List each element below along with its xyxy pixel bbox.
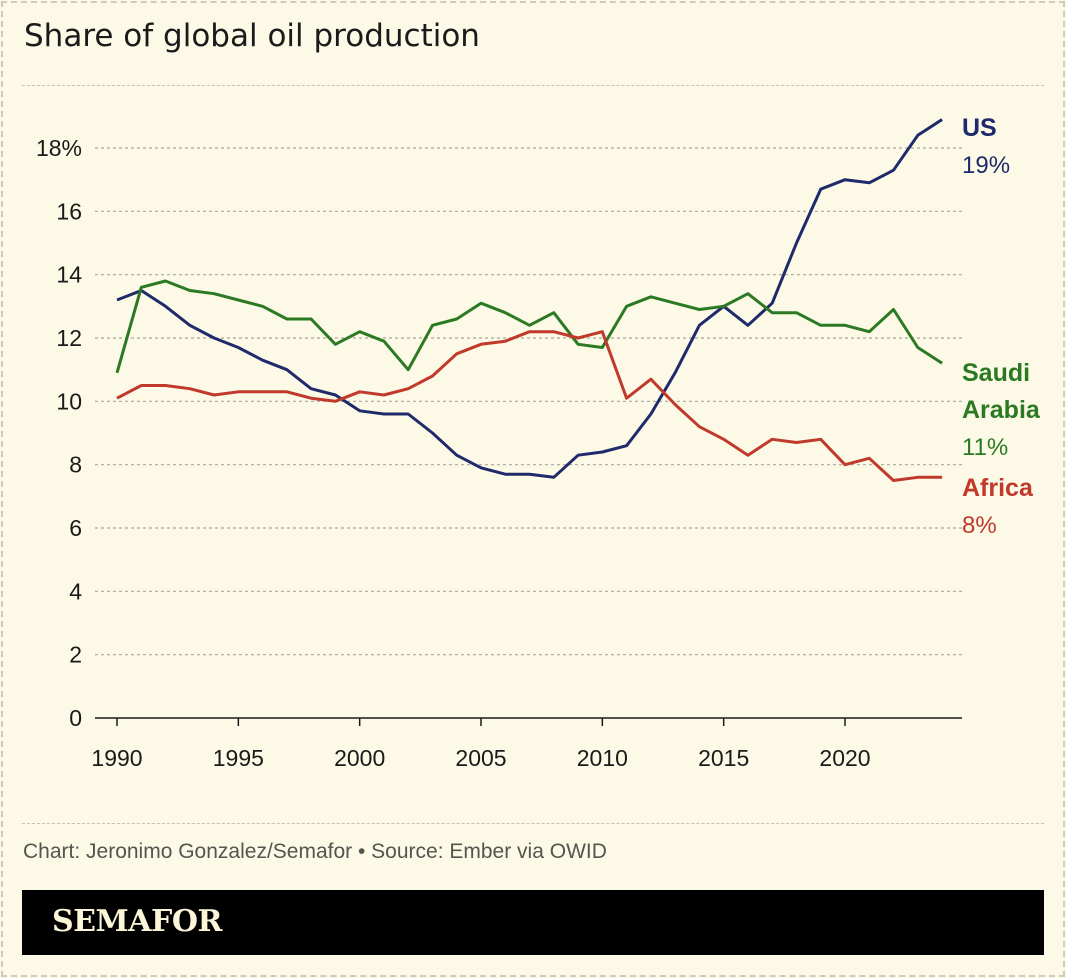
title-divider [22, 85, 1044, 86]
series-label-saudi-arabia: Saudi [962, 359, 1030, 387]
y-tick-label: 2 [69, 642, 82, 668]
y-tick-label: 18% [36, 135, 82, 161]
end-value-africa: 8% [962, 512, 997, 539]
x-tick-label: 2010 [577, 745, 628, 771]
end-value-saudi-arabia: 11% [962, 434, 1008, 461]
series-line-africa [116, 330, 943, 482]
y-tick-label: 6 [69, 515, 82, 541]
y-tick-label: 4 [69, 578, 82, 604]
chart-title: Share of global oil production [24, 18, 480, 54]
y-tick-label: 10 [56, 388, 82, 414]
y-tick-label: 8 [69, 452, 82, 478]
y-tick-label: 16 [56, 198, 82, 224]
x-tick-label: 1990 [91, 745, 142, 771]
source-note: Chart: Jeronimo Gonzalez/Semafor • Sourc… [23, 840, 607, 863]
x-tick-label: 2015 [698, 745, 749, 771]
series-label-saudi-arabia: Arabia [962, 396, 1041, 424]
series-label-africa: Africa [962, 474, 1034, 502]
footer-divider [22, 823, 1044, 824]
brand-bar: SEMAFOR [22, 890, 1044, 955]
x-tick-label: 1995 [213, 745, 264, 771]
x-tick-label: 2020 [819, 745, 870, 771]
y-tick-label: 0 [69, 705, 82, 731]
y-tick-label: 14 [56, 262, 82, 288]
y-tick-label: 12 [56, 325, 82, 351]
x-tick-label: 2000 [334, 745, 385, 771]
semafor-logo: SEMAFOR [52, 904, 222, 939]
series-line-saudi-arabia [115, 279, 943, 374]
series-line-us [116, 118, 943, 479]
x-tick-label: 2005 [455, 745, 506, 771]
line-chart: 0 2 4 6 8 10 12 14 16 18% 1990 1995 2000 2005 2010 2015… [36, 114, 1041, 771]
end-value-us: 19% [962, 152, 1010, 179]
series-label-us: US [962, 114, 997, 142]
